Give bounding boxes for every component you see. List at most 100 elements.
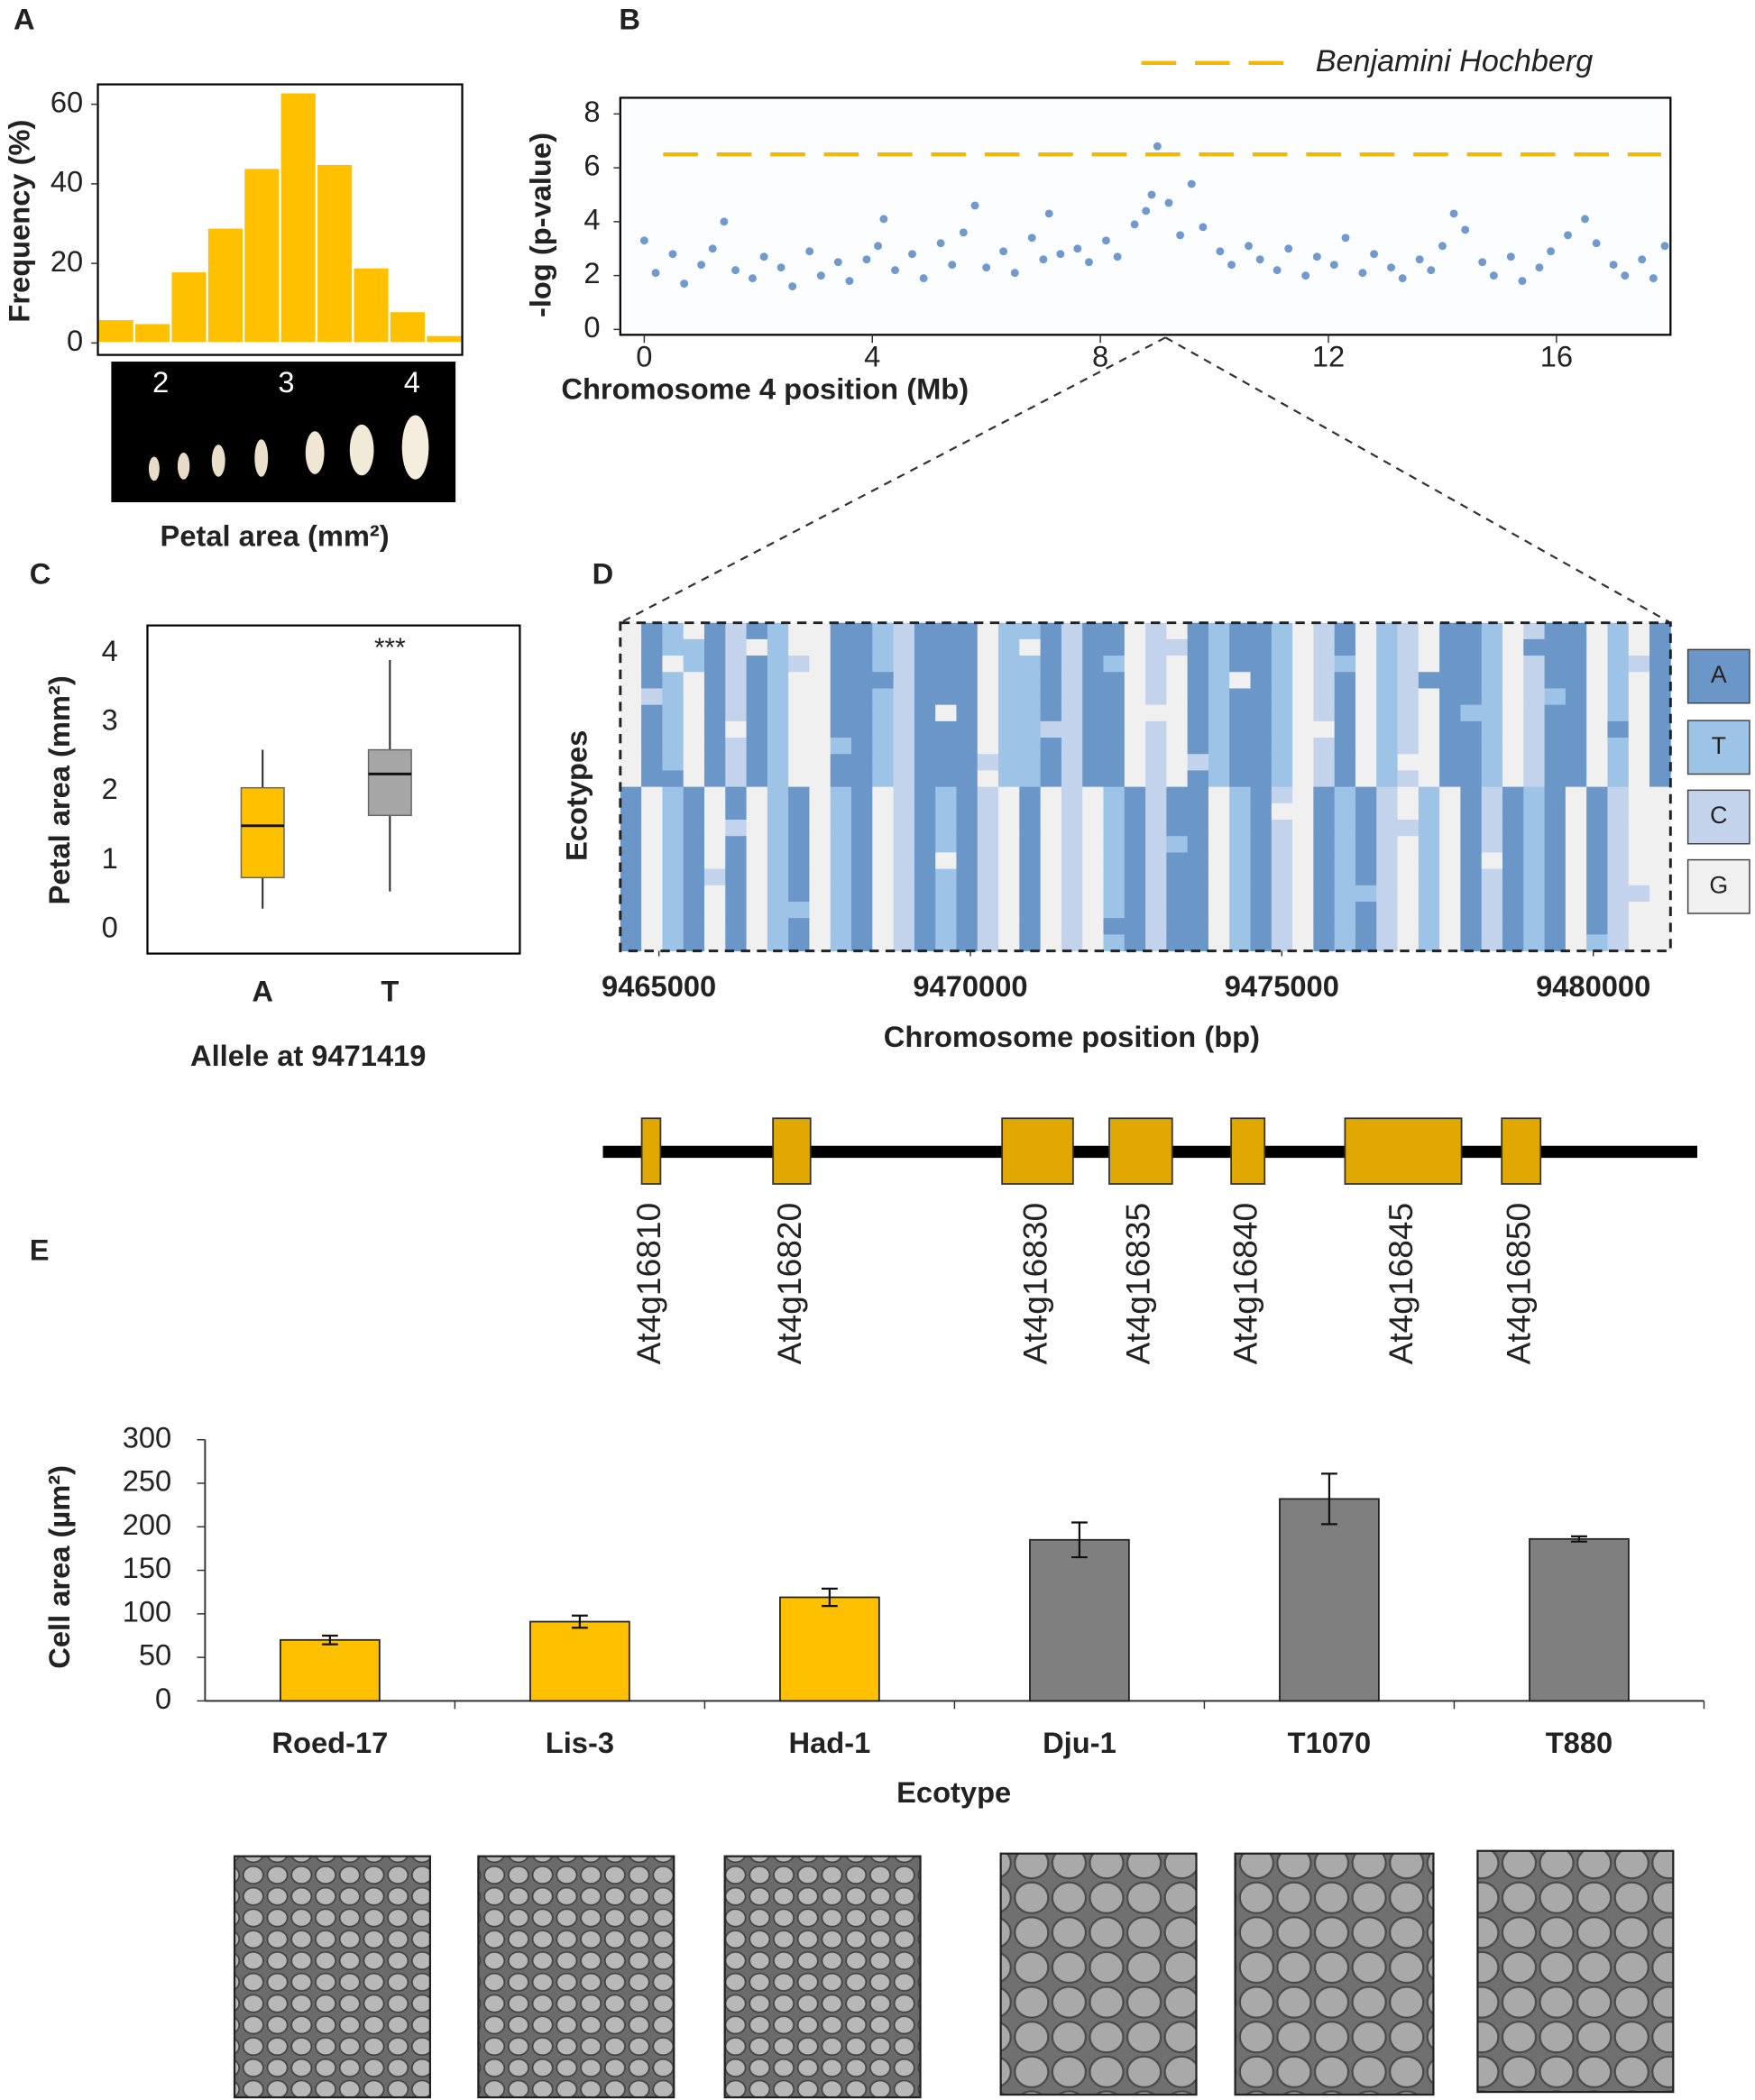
genotype-cell	[1544, 688, 1567, 706]
snp-point	[1370, 250, 1379, 259]
genotype-cell	[1439, 738, 1461, 755]
genotype-cell	[1460, 638, 1483, 656]
genotype-cell	[1166, 622, 1189, 640]
genotype-cell	[956, 638, 979, 656]
genotype-cell	[1271, 820, 1293, 837]
genotype-cell	[1607, 638, 1630, 656]
genotype-cell	[998, 638, 1020, 656]
genotype-cell	[767, 688, 789, 706]
genotype-cell	[1523, 622, 1546, 640]
genotype-cell	[914, 738, 936, 755]
genotype-cell	[809, 738, 832, 755]
genotype-cell	[1019, 934, 1042, 952]
genotype-cell	[725, 918, 748, 935]
genotype-cell	[767, 720, 789, 738]
genotype-cell	[998, 786, 1020, 804]
genotype-cell	[1439, 868, 1461, 886]
genotype-cell	[977, 638, 999, 656]
genotype-cell	[1649, 638, 1671, 656]
genotype-cell	[788, 754, 810, 771]
genotype-cell	[935, 656, 957, 673]
genotype-cell	[1145, 688, 1167, 706]
genotype-cell	[1145, 672, 1167, 689]
genotype-cell	[1523, 770, 1546, 788]
y-axis-label: Ecotypes	[559, 730, 593, 861]
gene-box	[772, 1117, 812, 1185]
genotype-cell	[1628, 754, 1650, 771]
y-tick-label: 150	[123, 1551, 171, 1584]
genotype-cell	[809, 656, 832, 673]
genotype-cell	[1586, 802, 1608, 821]
genotype-cell	[1124, 738, 1146, 755]
genotype-cell	[1082, 738, 1104, 755]
genotype-cell	[1271, 901, 1293, 919]
y-tick-label: 40	[51, 165, 83, 198]
genotype-cell	[914, 852, 936, 870]
genotype-cell	[1103, 868, 1126, 886]
genotype-cell	[1019, 622, 1042, 640]
gene-box	[1001, 1117, 1074, 1185]
genotype-cell	[1208, 622, 1230, 640]
genotype-cell	[914, 836, 936, 853]
snp-point	[970, 201, 979, 210]
genotype-cell	[1523, 738, 1546, 755]
genotype-cell	[1649, 836, 1671, 853]
histogram-bar	[352, 266, 391, 344]
legend-label: T	[1712, 732, 1726, 759]
genotype-cell	[662, 885, 685, 903]
genotype-cell	[1355, 901, 1377, 919]
genotype-cell	[767, 704, 789, 722]
genotype-cell	[1250, 901, 1273, 919]
genotype-cell	[1061, 802, 1083, 821]
genotype-cell	[1481, 836, 1503, 853]
genotype-cell	[935, 688, 957, 706]
genotype-cell	[809, 704, 832, 722]
genotype-cell	[1103, 720, 1126, 738]
genotype-cell	[1544, 672, 1567, 689]
genotype-cell	[1376, 885, 1398, 903]
genotype-cell	[1355, 754, 1377, 771]
genotype-cell	[1229, 820, 1251, 837]
genotype-cell	[1628, 720, 1650, 738]
genotype-cell	[1166, 786, 1189, 804]
genotype-cell	[1460, 885, 1483, 903]
genotype-cell	[809, 868, 832, 886]
genotype-cell	[620, 786, 642, 804]
genotype-cell	[641, 754, 663, 771]
y-tick-label: 0	[155, 1682, 171, 1715]
genotype-cell	[620, 770, 642, 788]
genotype-cell	[767, 786, 789, 804]
genotype-cell	[809, 786, 832, 804]
genotype-cell	[683, 704, 705, 722]
genotype-cell	[662, 672, 685, 689]
genotype-cell	[1187, 836, 1209, 853]
genotype-cell	[1607, 672, 1630, 689]
genotype-cell	[1586, 738, 1608, 755]
genotype-cell	[1208, 802, 1230, 821]
genotype-cell	[1523, 656, 1546, 673]
genotype-cell	[1628, 622, 1650, 640]
snp-point	[749, 274, 757, 283]
snp-point	[1039, 255, 1048, 264]
genotype-cell	[1523, 901, 1546, 919]
genotype-cell	[1334, 836, 1356, 853]
genotype-cell	[1334, 852, 1356, 870]
genotype-cell	[1418, 672, 1440, 689]
snp-point	[1273, 266, 1282, 275]
genotype-cell	[1292, 918, 1314, 935]
genotype-cell	[956, 672, 979, 689]
genotype-cell	[1040, 770, 1062, 788]
genotype-cell	[872, 656, 895, 673]
genotype-cell	[788, 934, 810, 952]
genotype-cell	[1292, 656, 1314, 673]
genotype-cell	[703, 786, 726, 804]
panel-letter: A	[14, 2, 35, 35]
genotype-cell	[1355, 622, 1377, 640]
genotype-cell	[725, 738, 748, 755]
genotype-cell	[1103, 836, 1126, 853]
genotype-cell	[851, 786, 873, 804]
genotype-cell	[1523, 688, 1546, 706]
genotype-cell	[1250, 770, 1273, 788]
genotype-cell	[977, 802, 999, 821]
genotype-cell	[1607, 918, 1630, 935]
